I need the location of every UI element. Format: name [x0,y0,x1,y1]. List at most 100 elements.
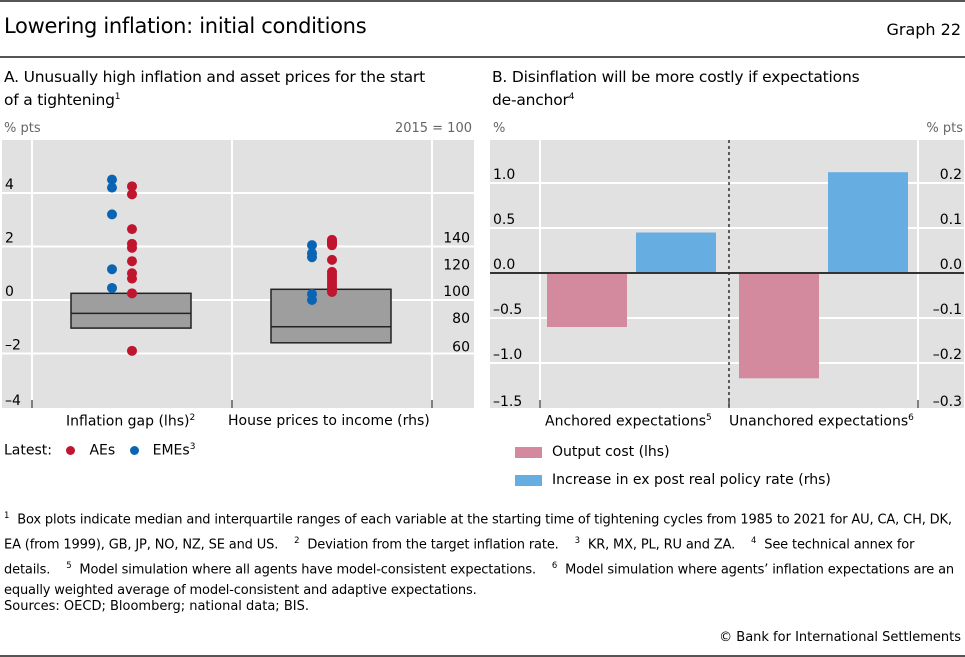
left-tick-label: –1.5 [493,394,522,410]
legend-emes: EMEs [152,442,190,459]
aes-point [327,286,337,297]
fn6: Model simulation where agents’ inflation… [4,561,954,599]
emes-point [307,252,317,263]
emes-point [307,295,317,305]
legend-output-cost: Output cost (lhs) [515,444,670,460]
fn1: Box plots indicate median and interquart… [4,512,952,553]
left-tick-label: –1.0 [493,347,522,363]
panel-a-category-2: House prices to income (rhs) [228,413,430,429]
right-tick-label: 0.1 [940,212,962,228]
panel-b-right-unit: % pts [926,121,963,136]
fn5: Model simulation where all agents have m… [79,561,536,577]
right-tick-label: 120 [443,257,470,273]
panel-a-title-sup: 1 [114,92,121,102]
right-tick-label: 140 [443,231,470,247]
right-tick-label: –0.3 [933,394,962,410]
aes-point [127,256,137,267]
copyright: © Bank for International Settlements [719,630,961,645]
panel-b-title: B. Disinflation will be more costly if e… [492,67,860,110]
graph-title: Lowering inflation: initial conditions [4,14,367,38]
right-tick-label: 80 [452,311,470,327]
right-tick-label: –0.2 [933,347,962,363]
legend-policy-rate: Increase in ex post real policy rate (rh… [515,472,831,488]
aes-point [127,273,137,284]
left-tick-label: –0.5 [493,302,522,318]
policy-rate-bar [828,172,908,273]
right-tick-label: 60 [452,340,470,356]
legend-rate-label: Increase in ex post real policy rate (rh… [552,472,831,488]
emes-point [107,174,117,185]
output-cost-bar [739,273,819,379]
panel-a-legend: Latest: AEs EMEs3 [4,442,195,459]
left-tick-label: –2 [5,338,21,354]
graph-number: Graph 22 [886,20,961,39]
fn2: Deviation from the target inflation rate… [307,537,559,553]
aes-point [127,345,137,356]
aes-point [127,181,137,192]
panel-b-category-1: Anchored expectations5 [545,413,712,430]
right-tick-label: –0.1 [933,302,962,318]
panel-a-left-unit: % pts [4,121,41,136]
right-tick-label: 0.0 [940,257,962,273]
emes-dot-icon [129,446,139,456]
left-tick-label: 0 [5,284,14,300]
fn4: See technical annex for details. [4,537,915,577]
box [270,288,392,344]
aes-point [127,288,137,299]
aes-point [327,254,337,265]
sources: Sources: OECD; Bloomberg; national data;… [4,599,309,614]
legend-aes: AEs [89,442,116,459]
policy-rate-bar [636,232,716,273]
box [70,292,192,329]
aes-dot-icon [66,446,76,456]
aes-point [127,242,137,253]
cat1-label: Inflation gap (lhs) [66,413,190,430]
left-tick-label: 0.0 [493,257,515,273]
panel-b-title-line2: de-anchor [492,91,569,110]
fn3: KR, MX, PL, RU and ZA. [587,537,736,553]
legend-prefix: Latest: [4,442,52,459]
fn1-mark: 1 [4,511,10,521]
panel-b-chart: –1.5 –1.0 –0.5 0.0 0.5 1.0 –0.3 –0.2 –0.1 0.0 0.1 0… [490,140,964,410]
legend-emes-sup: 3 [189,442,196,452]
b-cat1-sup: 5 [706,413,712,423]
panel-a-chart: –4 –2 0 2 4 60 80 100 120 140 [2,140,474,409]
left-tick-label: 0.5 [493,212,515,228]
panel-a-title: A. Unusually high inflation and asset pr… [4,67,425,110]
fn5-mark: 5 [66,560,72,571]
cat1-sup: 2 [189,413,196,423]
panel-b-category-2: Unanchored expectations6 [729,413,914,430]
panel-a-title-line2: of a tightening [4,91,115,110]
plot-background [2,140,474,408]
b-cat2-sup: 6 [908,413,914,423]
title-rule [0,56,965,58]
bottom-rule [0,655,965,657]
b-cat1-label: Anchored expectations [545,413,707,430]
panel-b-title-line1: B. Disinflation will be more costly if e… [492,68,860,86]
aes-point [127,189,137,200]
panel-a-right-unit: 2015 = 100 [394,121,472,136]
fn2-mark: 2 [294,535,300,546]
emes-point [307,240,317,251]
output-cost-swatch-icon [515,446,542,458]
aes-point [327,240,337,251]
output-cost-bar [547,273,627,327]
left-tick-label: –4 [5,393,21,409]
fn6-mark: 6 [551,560,558,571]
emes-point [107,282,117,293]
emes-point [107,209,117,220]
fn4-mark: 4 [751,535,757,546]
left-tick-label: 2 [5,231,14,247]
panel-a-category-1: Inflation gap (lhs)2 [66,413,195,430]
aes-point [127,224,137,235]
panel-a-title-line1: A. Unusually high inflation and asset pr… [4,68,425,86]
panel-b-title-sup: 4 [568,92,575,102]
emes-point [107,264,117,275]
footnotes: 1 Box plots indicate median and interqua… [4,506,964,602]
left-tick-label: 4 [5,177,14,193]
legend-output-label: Output cost (lhs) [552,444,670,460]
b-cat2-label: Unanchored expectations [729,413,909,430]
fn3-mark: 3 [574,535,580,546]
left-tick-label: 1.0 [493,167,515,183]
policy-rate-swatch-icon [515,474,542,486]
